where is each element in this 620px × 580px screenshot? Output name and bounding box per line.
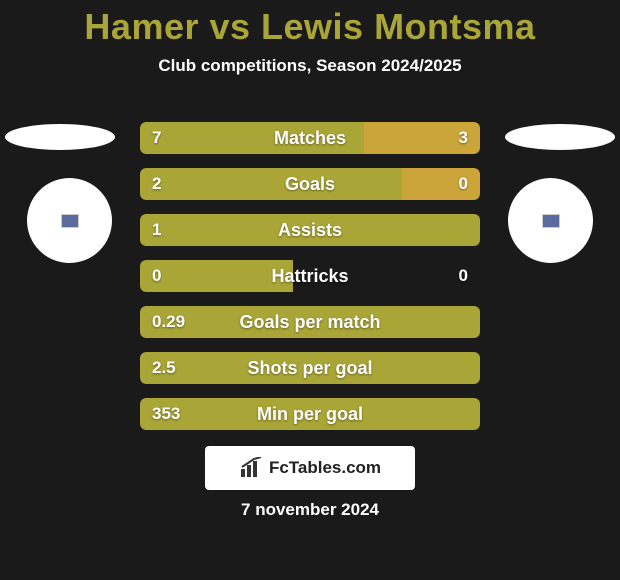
stat-row: 20Goals (140, 168, 480, 200)
stat-row: 00Hattricks (140, 260, 480, 292)
stat-label: Matches (140, 122, 480, 154)
page-title: Hamer vs Lewis Montsma (0, 0, 620, 48)
stat-label: Hattricks (140, 260, 480, 292)
player-left-oval (5, 124, 115, 150)
stat-row: 353Min per goal (140, 398, 480, 430)
player-left-badge (27, 178, 112, 263)
chart-icon (239, 457, 265, 479)
site-logo[interactable]: FcTables.com (205, 446, 415, 490)
stat-label: Goals per match (140, 306, 480, 338)
logo-text: FcTables.com (269, 458, 381, 478)
stat-row: 0.29Goals per match (140, 306, 480, 338)
player-right-oval (505, 124, 615, 150)
flag-icon (542, 214, 560, 228)
stats-bars: 73Matches 20Goals 1Assists 00Hattricks 0.29G… (140, 122, 480, 444)
flag-icon (61, 214, 79, 228)
stat-label: Min per goal (140, 398, 480, 430)
stat-row: 2.5Shots per goal (140, 352, 480, 384)
stat-row: 73Matches (140, 122, 480, 154)
stat-label: Goals (140, 168, 480, 200)
stat-label: Assists (140, 214, 480, 246)
stat-label: Shots per goal (140, 352, 480, 384)
subtitle: Club competitions, Season 2024/2025 (0, 56, 620, 76)
date-label: 7 november 2024 (0, 500, 620, 520)
stat-row: 1Assists (140, 214, 480, 246)
player-right-badge (508, 178, 593, 263)
